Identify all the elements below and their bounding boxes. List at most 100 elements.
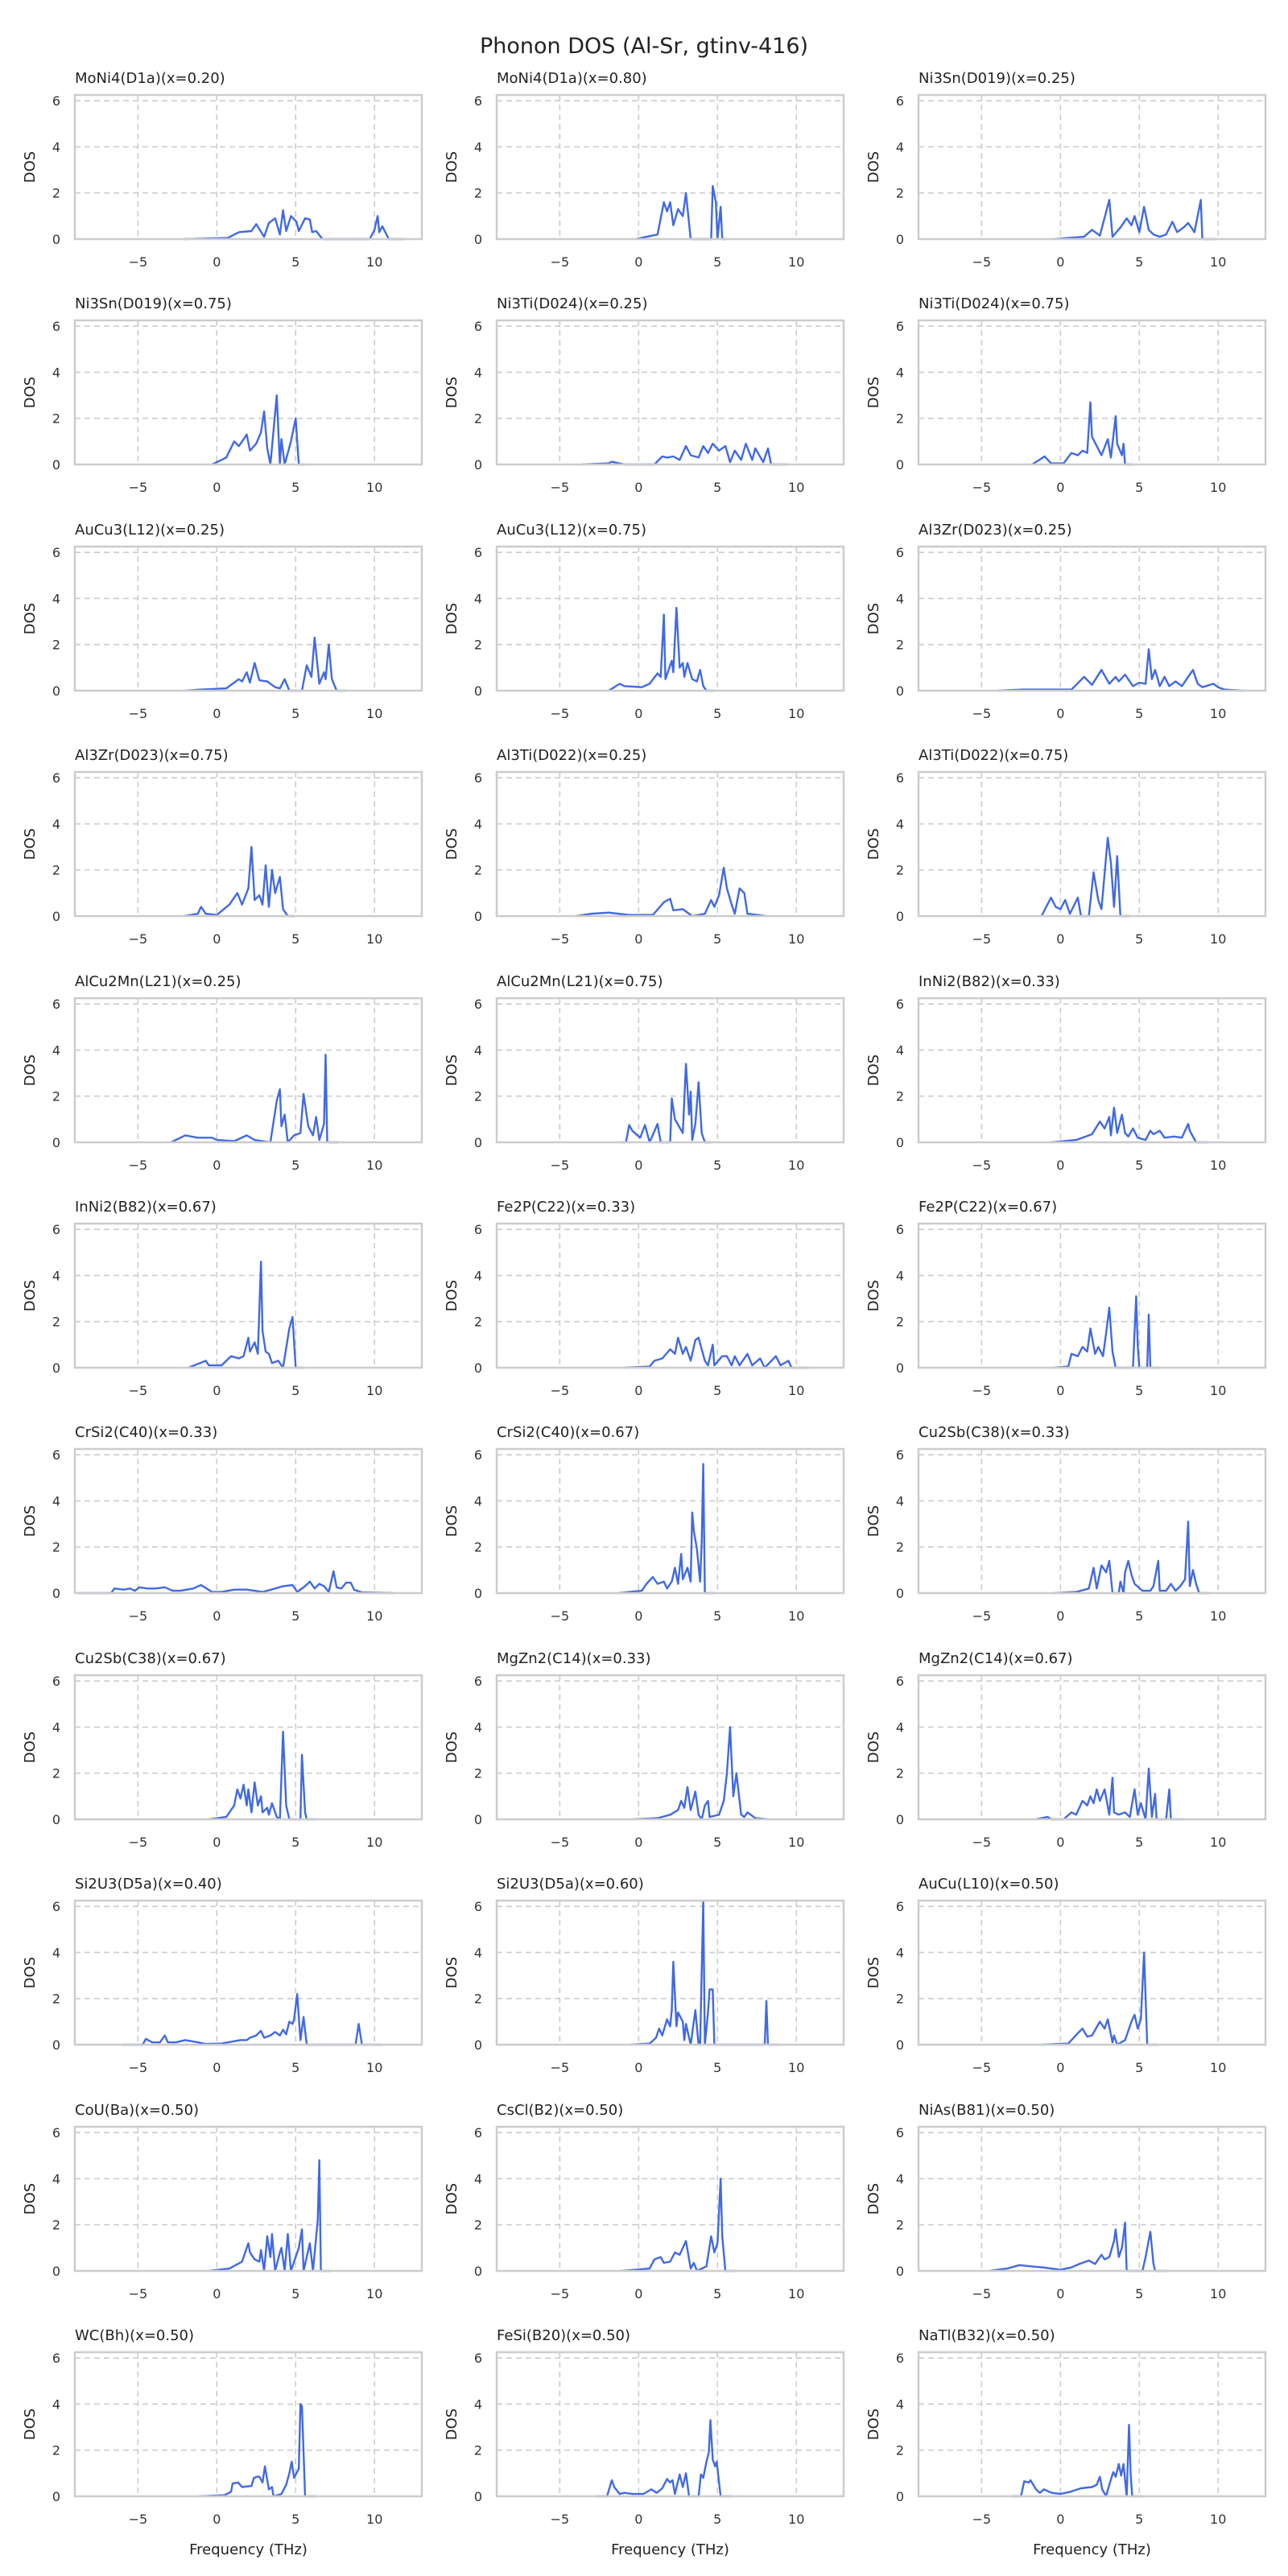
subplot: −5 0 5 10 0 2 4 6 AuCu3(L12)(x=0.75) DOS [444, 522, 845, 721]
y-tick-label: 0 [896, 232, 904, 247]
y-axis-label: DOS [444, 1280, 460, 1311]
x-tick-label: −5 [551, 1383, 570, 1398]
dos-curve [198, 2403, 316, 2498]
plot-frame [73, 1447, 423, 1595]
y-tick-label: 0 [52, 909, 60, 924]
plot-frame [495, 1899, 845, 2046]
x-tick-label: 0 [213, 1383, 221, 1398]
x-tick-label: 5 [713, 2060, 721, 2075]
x-tick-label: 10 [1210, 480, 1226, 495]
plot-frame [917, 319, 1267, 466]
plot-area [919, 320, 1265, 464]
y-axis-label: DOS [865, 1055, 882, 1086]
x-tick-label: 0 [1056, 1383, 1064, 1398]
y-tick-label: 6 [896, 2351, 904, 2366]
y-tick-label: 0 [474, 1135, 482, 1150]
y-tick-label: 6 [474, 1447, 482, 1463]
subplot-title: AlCu2Mn(L21)(x=0.75) [497, 973, 663, 990]
plot-frame [917, 1447, 1267, 1595]
x-tick-label: 5 [713, 1608, 721, 1624]
x-tick-label: 10 [366, 2512, 382, 2527]
x-tick-label: −5 [972, 480, 992, 495]
x-tick-label: 10 [366, 706, 382, 721]
x-tick-label: 10 [366, 1835, 382, 1850]
plot-frame [495, 1447, 845, 1595]
subplot: −5 0 5 10 0 2 4 6 Al3Ti(D022)(x=0.25) DOS [444, 747, 845, 947]
x-tick-label: −5 [129, 254, 148, 270]
y-tick-label: 2 [52, 1766, 60, 1781]
x-tick-label: −5 [551, 254, 570, 270]
x-tick-label: −5 [551, 1835, 570, 1850]
x-tick-label: −5 [129, 2512, 148, 2527]
y-tick-label: 2 [896, 1766, 904, 1781]
y-tick-label: 0 [896, 2264, 904, 2279]
plot-area [497, 1449, 844, 1593]
x-tick-label: 5 [1135, 1835, 1143, 1850]
x-tick-label: 0 [634, 2060, 642, 2075]
x-tick-label: 0 [213, 480, 221, 495]
y-tick-label: 4 [52, 591, 60, 606]
x-tick-label: 0 [213, 2512, 221, 2527]
x-tick-label: 0 [213, 2060, 221, 2075]
y-tick-label: 2 [52, 186, 60, 201]
x-tick-label: −5 [129, 1158, 148, 1173]
subplot-title: Cu2Sb(C38)(x=0.33) [919, 1424, 1070, 1441]
dos-curve [621, 1063, 712, 1144]
y-tick-label: 0 [896, 1360, 904, 1376]
dos-curve [1031, 401, 1133, 466]
x-tick-label: 0 [1056, 2512, 1064, 2527]
y-tick-label: 0 [474, 1360, 482, 1376]
plot-area [919, 2352, 1265, 2496]
x-tick-label: 10 [366, 1608, 382, 1624]
subplot-title: AuCu3(L12)(x=0.25) [75, 522, 225, 539]
subplot: −5 0 5 10 0 2 4 6 Si2U3(D5a)(x=0.40) DOS [22, 1876, 423, 2075]
x-tick-label: 10 [366, 1158, 382, 1173]
y-tick-label: 6 [896, 319, 904, 334]
y-axis-label: DOS [22, 603, 39, 634]
subplot-title: MgZn2(C14)(x=0.33) [497, 1650, 651, 1667]
subplot: −5 0 5 10 0 2 4 6 Ni3Sn(D019)(x=0.25) DOS [865, 70, 1267, 270]
subplot: −5 0 5 10 0 2 4 6 WC(Bh)(x=0.50) DOS Frequency (TH… [22, 2327, 423, 2558]
x-tick-label: −5 [551, 706, 570, 721]
x-tick-label: 10 [788, 1835, 804, 1850]
x-tick-label: −5 [129, 706, 148, 721]
x-tick-label: 5 [1135, 1608, 1143, 1624]
subplot: −5 0 5 10 0 2 4 6 Al3Zr(D023)(x=0.75) DOS [22, 747, 423, 947]
x-tick-label: 0 [213, 254, 221, 270]
y-tick-label: 2 [52, 2443, 60, 2458]
y-axis-label: DOS [865, 2183, 882, 2215]
plot-frame [917, 1899, 1267, 2046]
y-tick-label: 2 [474, 1766, 482, 1781]
plot-frame [73, 997, 423, 1144]
y-tick-label: 6 [896, 545, 904, 560]
plot-area [497, 1675, 844, 1819]
y-axis-label: DOS [444, 1732, 460, 1763]
x-tick-label: −5 [972, 2060, 992, 2075]
x-tick-label: 0 [213, 931, 221, 947]
x-tick-label: 10 [366, 480, 382, 495]
y-tick-label: 6 [474, 319, 482, 334]
x-tick-label: 0 [1056, 1835, 1064, 1850]
y-tick-label: 4 [52, 2396, 60, 2412]
y-axis-label: DOS [22, 151, 39, 183]
y-tick-label: 2 [474, 863, 482, 878]
y-tick-label: 4 [52, 1719, 60, 1735]
x-tick-label: 0 [634, 1158, 642, 1173]
y-tick-label: 2 [474, 1315, 482, 1330]
x-tick-label: 5 [1135, 1158, 1143, 1173]
dos-curve [184, 209, 407, 241]
y-tick-label: 6 [896, 1674, 904, 1689]
x-tick-label: −5 [972, 1608, 992, 1624]
y-tick-label: 6 [52, 1447, 60, 1463]
y-tick-label: 6 [52, 545, 60, 560]
x-tick-label: −5 [972, 706, 992, 721]
plot-frame [917, 1674, 1267, 1821]
dos-curve [596, 2419, 732, 2498]
x-tick-label: 5 [291, 254, 299, 270]
y-tick-label: 4 [474, 365, 482, 380]
subplot-title: InNi2(B82)(x=0.33) [919, 973, 1060, 990]
x-tick-label: 5 [291, 931, 299, 947]
x-tick-label: 10 [788, 2512, 804, 2527]
y-tick-label: 2 [896, 638, 904, 653]
subplot-title: InNi2(B82)(x=0.67) [75, 1199, 217, 1216]
